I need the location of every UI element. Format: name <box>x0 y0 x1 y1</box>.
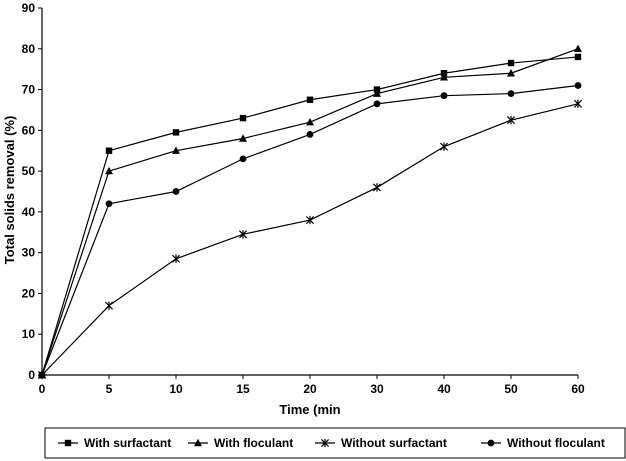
data-point <box>440 73 448 81</box>
legend-marker <box>320 438 330 448</box>
data-point <box>239 134 247 142</box>
data-point <box>305 215 315 225</box>
y-tick-label: 80 <box>22 42 36 56</box>
data-point <box>105 147 113 154</box>
data-point <box>440 92 448 100</box>
data-point <box>239 155 247 163</box>
data-point <box>306 131 314 138</box>
y-tick-label: 0 <box>28 368 35 382</box>
series-layer <box>37 44 583 380</box>
y-tick-label: 50 <box>22 164 36 178</box>
series-3 <box>37 99 583 380</box>
data-point <box>172 129 180 136</box>
data-point <box>171 254 181 263</box>
x-tick-label: 40 <box>437 382 451 396</box>
y-tick-label: 20 <box>22 286 36 300</box>
x-tick-label: 5 <box>106 382 113 396</box>
y-tick-label: 10 <box>22 327 36 341</box>
data-point <box>507 59 515 67</box>
x-axis-ticks: 0 5 10 15 20 30 40 50 60 <box>39 375 585 396</box>
axes <box>41 8 578 376</box>
y-tick-label: 70 <box>22 83 36 97</box>
x-tick-label: 0 <box>39 382 46 396</box>
data-point <box>172 188 180 195</box>
x-axis-title: Time (min <box>279 402 340 417</box>
data-point <box>104 301 114 310</box>
legend-label: Without floculant <box>507 436 605 450</box>
legend-label: With floculant <box>214 436 293 450</box>
data-point <box>105 166 113 175</box>
data-point <box>507 69 515 77</box>
data-point <box>574 44 582 52</box>
data-point <box>306 96 314 103</box>
legend-marker <box>194 438 202 447</box>
series-line <box>41 103 579 376</box>
data-point <box>239 114 247 122</box>
data-point <box>573 99 583 109</box>
legend-marker <box>487 439 495 447</box>
y-axis-title: Total solids removal (%) <box>2 116 17 265</box>
legend-marker <box>64 439 72 447</box>
data-point <box>172 146 180 154</box>
series-2 <box>38 44 582 379</box>
y-tick-label: 60 <box>22 123 36 137</box>
data-point <box>574 53 582 61</box>
series-line <box>41 84 579 376</box>
legend-label: Without surfactant <box>341 436 447 450</box>
data-point <box>574 82 582 89</box>
y-tick-label: 90 <box>22 1 36 15</box>
data-point <box>372 183 382 192</box>
legend-label: With surfactant <box>84 436 171 450</box>
x-tick-label: 20 <box>303 382 317 396</box>
y-tick-label: 30 <box>22 246 36 260</box>
legend-item: With floculant <box>188 436 293 450</box>
data-point <box>373 100 381 108</box>
legend-item: With surfactant <box>58 436 171 450</box>
y-axis-ticks: 0 10 20 30 40 50 60 70 80 90 <box>22 1 42 382</box>
data-point <box>238 230 248 239</box>
data-point <box>506 115 516 125</box>
y-tick-label: 40 <box>22 205 36 219</box>
data-point <box>105 200 113 208</box>
data-point <box>373 89 381 97</box>
legend: With surfactant With floculant Without sur… <box>44 427 626 459</box>
legend-item: Without floculant <box>481 436 605 450</box>
x-tick-label: 60 <box>571 382 585 396</box>
data-point <box>306 117 314 126</box>
data-point <box>439 142 449 151</box>
x-tick-label: 10 <box>169 382 183 396</box>
legend-item: Without surfactant <box>315 436 447 450</box>
data-point <box>38 371 46 379</box>
x-tick-label: 30 <box>370 382 384 396</box>
x-tick-label: 15 <box>236 382 250 396</box>
data-point <box>507 90 515 98</box>
x-tick-label: 50 <box>504 382 518 396</box>
series-4 <box>38 82 582 379</box>
